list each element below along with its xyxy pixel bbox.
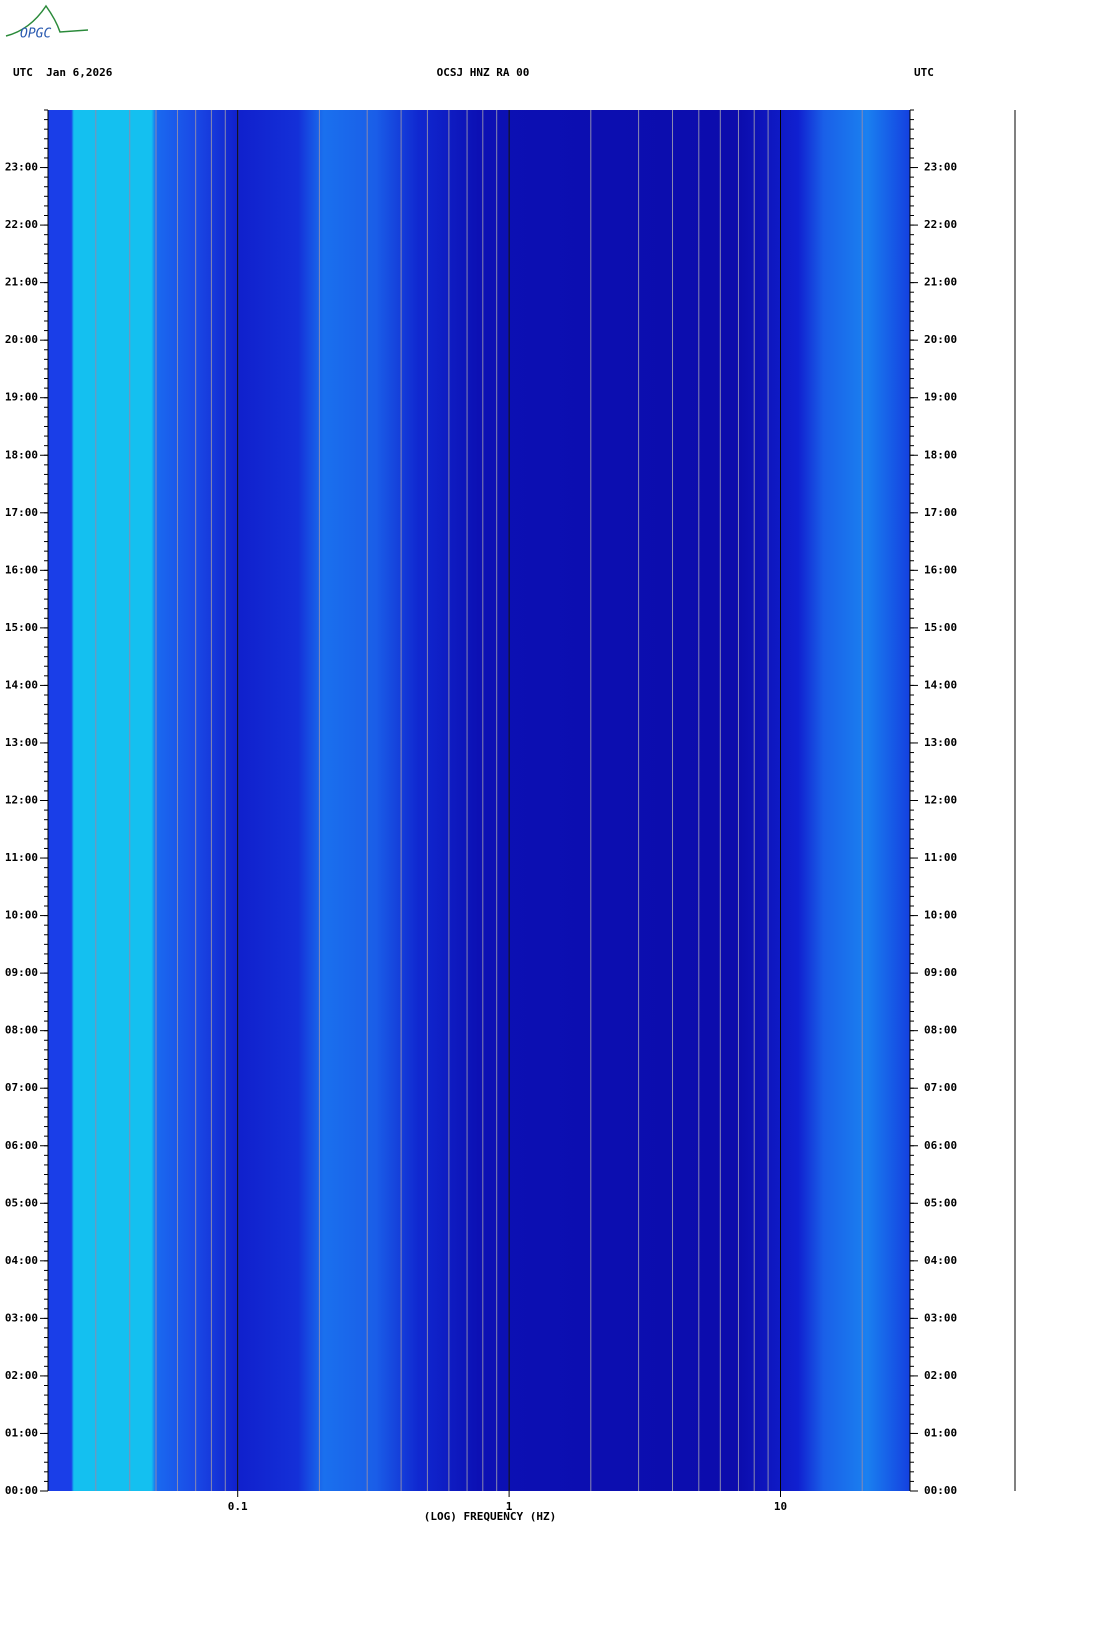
y-tick-label-right: 21:00: [924, 276, 957, 289]
y-tick-label-right: 13:00: [924, 736, 957, 749]
y-tick-label: 09:00: [5, 966, 38, 979]
x-tick-label: 0.1: [228, 1500, 248, 1513]
y-tick-label: 23:00: [5, 161, 38, 174]
y-tick-label: 00:00: [5, 1484, 38, 1497]
y-tick-label: 20:00: [5, 333, 38, 346]
logo-text: OPGC: [20, 27, 51, 42]
y-tick-label-right: 08:00: [924, 1024, 957, 1037]
y-tick-label-right: 12:00: [924, 794, 957, 807]
x-tick-label: 1: [506, 1500, 513, 1513]
y-tick-label: 14:00: [5, 678, 38, 691]
y-tick-label-right: 11:00: [924, 851, 957, 864]
y-tick-label-right: 05:00: [924, 1196, 957, 1209]
y-tick-label: 19:00: [5, 391, 38, 404]
y-tick-label: 07:00: [5, 1081, 38, 1094]
y-tick-label: 06:00: [5, 1139, 38, 1152]
y-tick-label-right: 22:00: [924, 218, 957, 231]
y-tick-label-right: 01:00: [924, 1426, 957, 1439]
y-tick-label: 15:00: [5, 621, 38, 634]
y-tick-label-right: 00:00: [924, 1484, 957, 1497]
spectrogram-image: [48, 110, 910, 1491]
y-tick-label: 16:00: [5, 563, 38, 576]
y-tick-label-right: 19:00: [924, 391, 957, 404]
y-tick-label-right: 04:00: [924, 1254, 957, 1267]
y-tick-label-right: 15:00: [924, 621, 957, 634]
x-axis-label: (LOG) FREQUENCY (HZ): [424, 1510, 556, 1523]
y-tick-label-right: 09:00: [924, 966, 957, 979]
y-tick-label: 18:00: [5, 448, 38, 461]
y-tick-label: 08:00: [5, 1024, 38, 1037]
y-tick-label: 01:00: [5, 1426, 38, 1439]
y-tick-label: 03:00: [5, 1311, 38, 1324]
y-tick-label-right: 23:00: [924, 161, 957, 174]
y-tick-label: 22:00: [5, 218, 38, 231]
y-tick-label-right: 02:00: [924, 1369, 957, 1382]
y-tick-label: 11:00: [5, 851, 38, 864]
y-tick-label: 04:00: [5, 1254, 38, 1267]
y-tick-label-right: 18:00: [924, 448, 957, 461]
header-right: UTC: [914, 66, 934, 79]
y-tick-label: 13:00: [5, 736, 38, 749]
y-tick-label: 10:00: [5, 909, 38, 922]
y-tick-label-right: 20:00: [924, 333, 957, 346]
logo: OPGC: [5, 4, 89, 42]
y-tick-label: 12:00: [5, 794, 38, 807]
header-left: UTC Jan 6,2026: [13, 66, 113, 79]
y-tick-label-right: 06:00: [924, 1139, 957, 1152]
chart-title: OCSJ HNZ RA 00: [437, 66, 530, 79]
logo-mark: [5, 4, 89, 37]
x-tick-label: 10: [774, 1500, 787, 1513]
y-tick-label: 21:00: [5, 276, 38, 289]
y-tick-label-right: 16:00: [924, 563, 957, 576]
y-tick-label: 05:00: [5, 1196, 38, 1209]
y-tick-label-right: 10:00: [924, 909, 957, 922]
y-tick-label: 17:00: [5, 506, 38, 519]
y-tick-label-right: 03:00: [924, 1311, 957, 1324]
y-tick-label-right: 14:00: [924, 678, 957, 691]
y-tick-label: 02:00: [5, 1369, 38, 1382]
y-tick-label-right: 17:00: [924, 506, 957, 519]
y-tick-label-right: 07:00: [924, 1081, 957, 1094]
